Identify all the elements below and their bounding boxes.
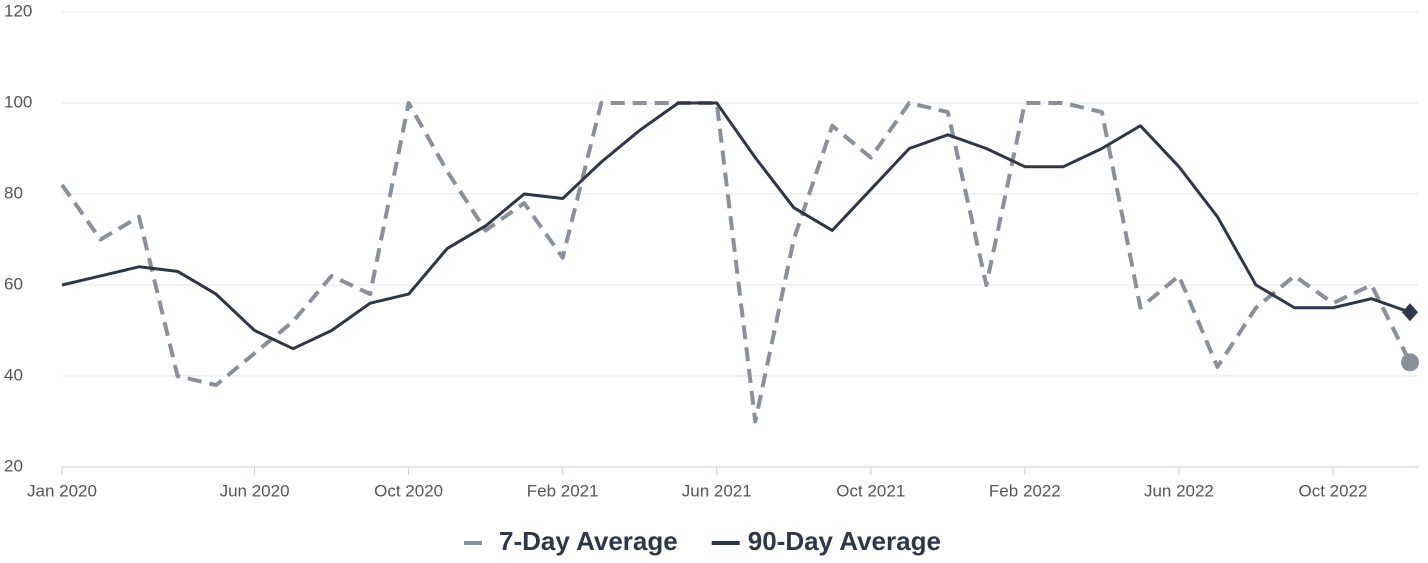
y-tick-label: 120 [4,1,32,20]
y-tick-label: 100 [4,92,32,111]
series-line [60,101,1412,424]
series-line [61,101,1411,351]
x-tick-label: Oct 2021 [836,481,905,500]
y-tick-label: 20 [4,456,23,475]
x-tick-label: Oct 2022 [1298,481,1367,500]
y-tick-label: 80 [4,183,23,202]
x-tick-label: Feb 2022 [989,481,1061,500]
x-tick-label: Jun 2021 [682,481,752,500]
y-tick-label: 60 [4,274,23,293]
legend-label: 90-Day Average [748,526,941,556]
x-tick-label: Jun 2022 [1144,481,1214,500]
y-tick-label: 40 [4,365,23,384]
x-tick-label: Jun 2020 [220,481,290,500]
end-marker [1401,353,1419,372]
x-tick-label: Jan 2020 [27,481,97,500]
legend-label: 7-Day Average [499,526,678,556]
end-marker [1402,303,1418,322]
x-tick-label: Oct 2020 [374,481,443,500]
x-tick-label: Feb 2021 [527,481,599,500]
